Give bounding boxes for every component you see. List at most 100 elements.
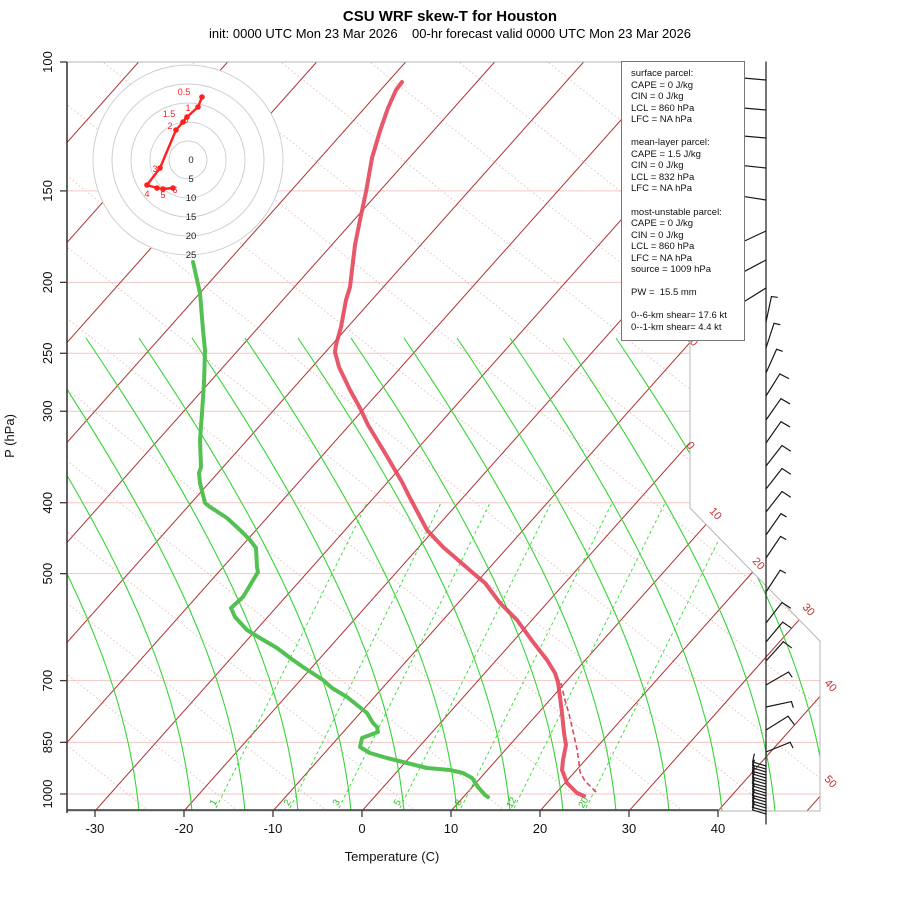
- hodograph-point: [144, 182, 150, 188]
- x-axis-title: Temperature (C): [345, 849, 440, 864]
- wind-barb: [765, 535, 787, 559]
- wind-barb: [765, 348, 783, 374]
- svg-text:30: 30: [800, 601, 817, 618]
- svg-text:150: 150: [40, 180, 55, 202]
- svg-text:-30: -30: [86, 821, 105, 836]
- hodograph-point: [170, 185, 176, 191]
- svg-text:15: 15: [186, 212, 197, 223]
- wind-barb: [765, 373, 790, 397]
- svg-text:0: 0: [188, 155, 193, 166]
- wind-barb: [765, 295, 778, 323]
- wind-barbs: [738, 61, 795, 825]
- svg-text:5: 5: [188, 174, 193, 185]
- svg-text:20: 20: [533, 821, 547, 836]
- hodograph-ring: [111, 83, 265, 237]
- page-subtitle: init: 0000 UTC Mon 23 Mar 2026 00-hr for…: [209, 26, 691, 41]
- wind-barb: [765, 490, 791, 513]
- temperature-curve: [333, 80, 586, 798]
- wind-barb: [765, 421, 791, 444]
- hodograph-ring: [149, 121, 227, 199]
- hodograph-background: [93, 65, 283, 255]
- moist-adiabats: [67, 337, 820, 811]
- svg-text:3: 3: [152, 164, 157, 174]
- svg-text:0: 0: [183, 115, 188, 125]
- svg-text:-20: -20: [175, 821, 194, 836]
- svg-text:50: 50: [822, 773, 839, 790]
- wind-barb: [751, 802, 767, 812]
- wind-barb: [765, 601, 791, 624]
- hodograph-point: [173, 127, 179, 133]
- x-tick-labels: -30 -20 -10 0 10 20 30 40: [86, 821, 726, 836]
- hodograph-trace: [145, 96, 204, 191]
- svg-text:4: 4: [144, 189, 149, 199]
- svg-text:10: 10: [444, 821, 458, 836]
- wind-barb: [765, 641, 792, 662]
- svg-text:200: 200: [40, 272, 55, 294]
- svg-text:20: 20: [186, 231, 197, 242]
- svg-text:250: 250: [40, 342, 55, 364]
- wind-barb: [765, 741, 794, 753]
- wind-barb: [765, 569, 787, 593]
- wind-barb: [765, 715, 795, 731]
- svg-text:400: 400: [40, 492, 55, 514]
- svg-text:3: 3: [331, 798, 343, 808]
- wind-barb: [765, 322, 781, 349]
- wind-barb: [765, 700, 794, 708]
- parcel-info-box: surface parcel: CAPE = 0 J/kg CIN = 0 J/…: [621, 61, 745, 341]
- svg-text:40: 40: [822, 677, 839, 694]
- hodograph-ring: [130, 102, 246, 218]
- y-tick-labels: 100 150 200 250 300 400 500 700 850 1000: [40, 51, 55, 808]
- svg-text:10: 10: [707, 505, 724, 522]
- mixing-ratio-lines: [215, 502, 738, 809]
- svg-text:1000: 1000: [40, 780, 55, 809]
- svg-text:-10: -10: [264, 821, 283, 836]
- svg-text:20: 20: [576, 795, 591, 810]
- svg-text:0.5: 0.5: [178, 87, 191, 97]
- svg-text:1: 1: [185, 103, 190, 113]
- svg-text:850: 850: [40, 731, 55, 753]
- hodograph-ring-labels: 0 5 10 15 20 25: [186, 155, 197, 261]
- dewpoint-curve: [191, 260, 490, 799]
- axis-ticks: [60, 61, 719, 817]
- hodograph-point: [157, 165, 163, 171]
- svg-text:1.5: 1.5: [163, 109, 176, 119]
- parcel-curve: [560, 682, 599, 795]
- hodograph-point: [184, 114, 190, 120]
- svg-text:10: 10: [186, 193, 197, 204]
- wind-barb: [765, 398, 791, 421]
- svg-text:8: 8: [453, 798, 465, 808]
- svg-text:0: 0: [358, 821, 365, 836]
- wind-barb: [765, 467, 791, 490]
- hodograph-point: [160, 186, 166, 192]
- svg-text:5: 5: [160, 190, 165, 200]
- svg-text:1: 1: [208, 798, 220, 808]
- wind-barb: [765, 513, 787, 536]
- wind-barb: [765, 444, 791, 467]
- svg-text:6: 6: [172, 185, 177, 195]
- hodograph-point: [195, 104, 201, 110]
- svg-text:500: 500: [40, 563, 55, 585]
- wind-barb: [752, 801, 767, 815]
- svg-text:100: 100: [40, 51, 55, 73]
- hodograph-ring: [92, 64, 284, 256]
- svg-text:300: 300: [40, 400, 55, 422]
- hodograph-ring: [168, 140, 208, 180]
- isotherm-labels: -1001020304050: [680, 329, 838, 790]
- hodograph-point: [154, 185, 160, 191]
- svg-text:40: 40: [711, 821, 725, 836]
- wind-barb: [765, 621, 792, 643]
- axes: [66, 62, 718, 813]
- svg-text:25: 25: [186, 250, 197, 261]
- page-title: CSU WRF skew-T for Houston: [342, 8, 558, 25]
- svg-text:12: 12: [504, 795, 519, 810]
- svg-text:20: 20: [750, 555, 767, 572]
- svg-text:30: 30: [622, 821, 636, 836]
- wind-barb: [765, 671, 793, 686]
- svg-text:700: 700: [40, 670, 55, 692]
- y-axis-title: P (hPa): [2, 414, 17, 458]
- svg-text:2: 2: [167, 121, 172, 131]
